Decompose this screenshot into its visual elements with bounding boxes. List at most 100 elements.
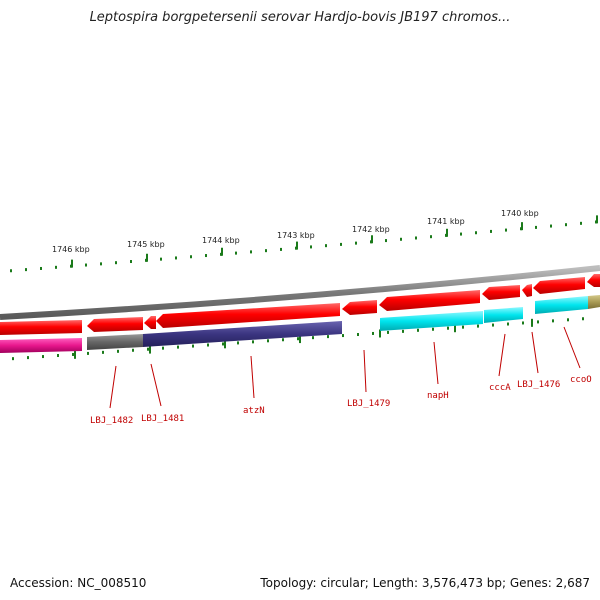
ruler-dot bbox=[192, 344, 194, 348]
ruler-dot bbox=[312, 336, 314, 340]
feature-block-cyan[interactable] bbox=[380, 311, 483, 331]
ruler-dot bbox=[357, 333, 359, 337]
ruler-dot bbox=[162, 346, 164, 350]
gene-leader-lines bbox=[109, 326, 581, 409]
feature-block-olive[interactable] bbox=[588, 295, 600, 309]
ruler-dot bbox=[117, 349, 119, 353]
ruler-dot bbox=[190, 255, 192, 259]
ruler-dot bbox=[537, 320, 539, 324]
ruler-dot bbox=[222, 342, 224, 346]
ruler-major-tick bbox=[531, 318, 533, 327]
ruler-major-tick bbox=[299, 335, 301, 344]
ruler-dot bbox=[310, 245, 312, 249]
ruler-label-1740: 1740 kbp bbox=[501, 209, 539, 218]
ruler-dot bbox=[102, 350, 104, 354]
ruler-dot bbox=[237, 341, 239, 345]
gene-label-naph[interactable]: napH bbox=[427, 391, 449, 401]
cds-arrow[interactable] bbox=[0, 320, 82, 335]
ruler-label-1746: 1746 kbp bbox=[52, 245, 90, 254]
ruler-dot bbox=[10, 269, 12, 273]
ruler-dot bbox=[57, 354, 59, 358]
ruler-dot bbox=[325, 244, 327, 248]
ruler-major-tick bbox=[521, 222, 523, 231]
ruler-dot bbox=[175, 256, 177, 260]
ruler-dot bbox=[207, 343, 209, 347]
ruler-major-tick bbox=[379, 329, 381, 338]
ruler-dot bbox=[252, 340, 254, 344]
feature-block-cyan[interactable] bbox=[484, 307, 523, 323]
feature-block-cyan[interactable] bbox=[535, 296, 588, 314]
ruler-dot bbox=[490, 229, 492, 233]
ruler-dot bbox=[460, 232, 462, 236]
ruler-dot bbox=[342, 334, 344, 338]
ruler-dot bbox=[447, 326, 449, 330]
ruler-dot bbox=[417, 328, 419, 332]
cds-arrow[interactable] bbox=[379, 290, 480, 311]
cds-arrow[interactable] bbox=[156, 303, 340, 328]
feature-track bbox=[0, 295, 600, 353]
ruler-dot bbox=[267, 339, 269, 343]
gene-label-lbj-1476[interactable]: LBJ_1476 bbox=[517, 380, 560, 390]
cds-arrow[interactable] bbox=[522, 284, 532, 297]
ruler-dot bbox=[282, 338, 284, 342]
ruler-dot bbox=[565, 223, 567, 227]
feature-block-magenta[interactable] bbox=[0, 338, 82, 353]
cds-arrow[interactable] bbox=[587, 274, 600, 287]
gene-label-atzn[interactable]: atzN bbox=[243, 406, 265, 416]
feature-block-gray[interactable] bbox=[87, 334, 143, 350]
gene-label-lbj-1482[interactable]: LBJ_1482 bbox=[90, 416, 133, 426]
feature-block-navy[interactable] bbox=[143, 321, 342, 347]
ruler-dot bbox=[85, 263, 87, 267]
ruler-dot bbox=[567, 318, 569, 322]
ruler-dot bbox=[205, 254, 207, 258]
ruler-dot bbox=[147, 347, 149, 351]
ruler-dot bbox=[40, 266, 42, 270]
cds-arrow[interactable] bbox=[482, 285, 520, 300]
ruler-major-tick bbox=[371, 235, 373, 244]
accession-text: Accession: NC_008510 bbox=[10, 576, 147, 590]
ruler-dot bbox=[265, 249, 267, 253]
ruler-dot bbox=[327, 335, 329, 339]
ruler-dot bbox=[130, 260, 132, 264]
ruler-dot bbox=[550, 224, 552, 228]
ruler-major-tick bbox=[74, 350, 76, 359]
ruler-dot bbox=[505, 228, 507, 232]
ruler-dot bbox=[430, 235, 432, 239]
ruler-dot bbox=[582, 317, 584, 321]
ruler-major-tick bbox=[596, 215, 598, 224]
gene-label-lbj-1479[interactable]: LBJ_1479 bbox=[347, 399, 390, 409]
cds-arrow[interactable] bbox=[533, 277, 585, 294]
ruler-dot bbox=[372, 331, 374, 335]
ruler-labels: 1746 kbp 1745 kbp 1744 kbp 1743 kbp 1742… bbox=[52, 209, 539, 254]
ruler-dot bbox=[177, 345, 179, 349]
ruler-major-tick bbox=[146, 253, 148, 262]
ruler-dot bbox=[132, 348, 134, 352]
ruler-dot bbox=[42, 355, 44, 359]
gene-label-ccoo[interactable]: ccoO bbox=[570, 375, 592, 385]
ruler-label-1743: 1743 kbp bbox=[277, 231, 315, 240]
ruler-dot bbox=[462, 325, 464, 329]
ruler-dot bbox=[355, 241, 357, 245]
ruler-track bbox=[10, 215, 598, 361]
ruler-dot bbox=[100, 262, 102, 266]
gene-label-ccca[interactable]: cccA bbox=[489, 383, 511, 393]
ruler-dot bbox=[477, 324, 479, 328]
ruler-dot bbox=[522, 321, 524, 325]
ruler-dot bbox=[235, 251, 237, 255]
gene-label-lbj-1481[interactable]: LBJ_1481 bbox=[141, 414, 184, 424]
cds-arrow[interactable] bbox=[342, 300, 377, 315]
ruler-major-tick bbox=[221, 247, 223, 256]
cds-arrow[interactable] bbox=[87, 317, 143, 332]
ruler-dot bbox=[580, 221, 582, 225]
ruler-dot bbox=[27, 356, 29, 360]
ruler-dot bbox=[115, 261, 117, 265]
ruler-dot bbox=[387, 330, 389, 334]
ruler-dot bbox=[340, 242, 342, 246]
ruler-major-tick bbox=[149, 345, 151, 354]
cds-arrow[interactable] bbox=[144, 316, 156, 329]
ruler-major-tick bbox=[71, 259, 73, 268]
ruler-dot bbox=[432, 327, 434, 331]
ruler-major-tick bbox=[224, 340, 226, 349]
ruler-dot bbox=[55, 265, 57, 269]
